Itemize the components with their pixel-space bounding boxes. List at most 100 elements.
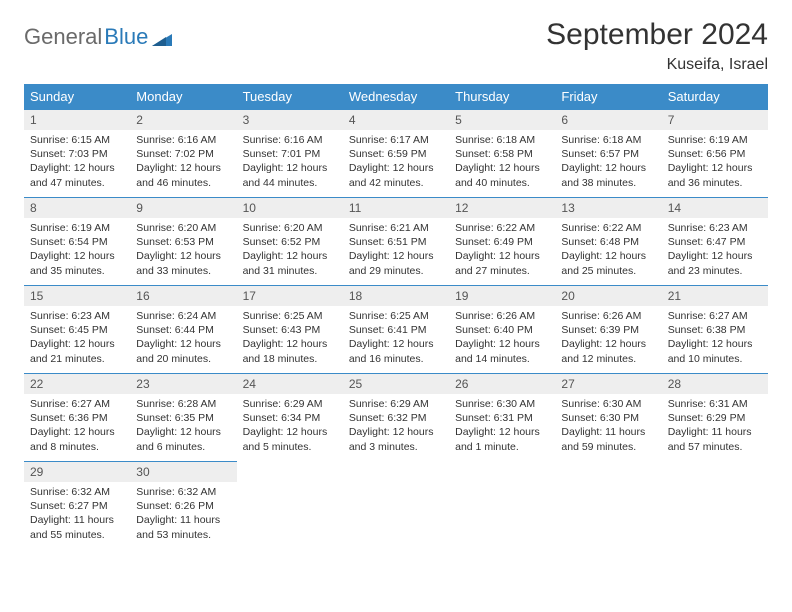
calendar-cell: 5Sunrise: 6:18 AMSunset: 6:58 PMDaylight… bbox=[449, 110, 555, 198]
day-number: 29 bbox=[24, 462, 130, 482]
calendar-cell: 3Sunrise: 6:16 AMSunset: 7:01 PMDaylight… bbox=[237, 110, 343, 198]
day-number: 22 bbox=[24, 374, 130, 394]
calendar-cell bbox=[343, 462, 449, 550]
day-detail: Sunrise: 6:32 AMSunset: 6:27 PMDaylight:… bbox=[24, 482, 130, 548]
day-detail: Sunrise: 6:32 AMSunset: 6:26 PMDaylight:… bbox=[130, 482, 236, 548]
day-detail: Sunrise: 6:19 AMSunset: 6:56 PMDaylight:… bbox=[662, 130, 768, 196]
month-title: September 2024 bbox=[546, 18, 768, 52]
day-detail: Sunrise: 6:31 AMSunset: 6:29 PMDaylight:… bbox=[662, 394, 768, 460]
day-detail: Sunrise: 6:22 AMSunset: 6:49 PMDaylight:… bbox=[449, 218, 555, 284]
day-number: 21 bbox=[662, 286, 768, 306]
day-number: 14 bbox=[662, 198, 768, 218]
day-detail: Sunrise: 6:16 AMSunset: 7:02 PMDaylight:… bbox=[130, 130, 236, 196]
day-detail: Sunrise: 6:23 AMSunset: 6:45 PMDaylight:… bbox=[24, 306, 130, 372]
day-number: 6 bbox=[555, 110, 661, 130]
title-block: September 2024 Kuseifa, Israel bbox=[546, 18, 768, 74]
day-number: 7 bbox=[662, 110, 768, 130]
brand-triangle-icon bbox=[152, 26, 172, 42]
day-number: 13 bbox=[555, 198, 661, 218]
day-detail: Sunrise: 6:26 AMSunset: 6:40 PMDaylight:… bbox=[449, 306, 555, 372]
day-detail: Sunrise: 6:23 AMSunset: 6:47 PMDaylight:… bbox=[662, 218, 768, 284]
calendar-cell: 29Sunrise: 6:32 AMSunset: 6:27 PMDayligh… bbox=[24, 462, 130, 550]
day-number: 10 bbox=[237, 198, 343, 218]
calendar-cell: 2Sunrise: 6:16 AMSunset: 7:02 PMDaylight… bbox=[130, 110, 236, 198]
day-number: 27 bbox=[555, 374, 661, 394]
day-number: 25 bbox=[343, 374, 449, 394]
weekday-header: Monday bbox=[130, 84, 236, 110]
calendar-cell: 14Sunrise: 6:23 AMSunset: 6:47 PMDayligh… bbox=[662, 198, 768, 286]
calendar-cell: 18Sunrise: 6:25 AMSunset: 6:41 PMDayligh… bbox=[343, 286, 449, 374]
calendar-cell: 6Sunrise: 6:18 AMSunset: 6:57 PMDaylight… bbox=[555, 110, 661, 198]
day-number: 2 bbox=[130, 110, 236, 130]
calendar-cell: 10Sunrise: 6:20 AMSunset: 6:52 PMDayligh… bbox=[237, 198, 343, 286]
day-number: 3 bbox=[237, 110, 343, 130]
day-number: 19 bbox=[449, 286, 555, 306]
day-detail: Sunrise: 6:19 AMSunset: 6:54 PMDaylight:… bbox=[24, 218, 130, 284]
calendar-cell bbox=[449, 462, 555, 550]
calendar-cell: 8Sunrise: 6:19 AMSunset: 6:54 PMDaylight… bbox=[24, 198, 130, 286]
calendar-cell: 11Sunrise: 6:21 AMSunset: 6:51 PMDayligh… bbox=[343, 198, 449, 286]
calendar-cell: 26Sunrise: 6:30 AMSunset: 6:31 PMDayligh… bbox=[449, 374, 555, 462]
day-number: 11 bbox=[343, 198, 449, 218]
day-detail: Sunrise: 6:29 AMSunset: 6:34 PMDaylight:… bbox=[237, 394, 343, 460]
calendar-cell: 9Sunrise: 6:20 AMSunset: 6:53 PMDaylight… bbox=[130, 198, 236, 286]
calendar-week-row: 8Sunrise: 6:19 AMSunset: 6:54 PMDaylight… bbox=[24, 198, 768, 286]
day-detail: Sunrise: 6:27 AMSunset: 6:38 PMDaylight:… bbox=[662, 306, 768, 372]
day-number: 18 bbox=[343, 286, 449, 306]
day-detail: Sunrise: 6:24 AMSunset: 6:44 PMDaylight:… bbox=[130, 306, 236, 372]
weekday-header: Saturday bbox=[662, 84, 768, 110]
calendar-cell: 21Sunrise: 6:27 AMSunset: 6:38 PMDayligh… bbox=[662, 286, 768, 374]
calendar-cell: 12Sunrise: 6:22 AMSunset: 6:49 PMDayligh… bbox=[449, 198, 555, 286]
day-detail: Sunrise: 6:25 AMSunset: 6:43 PMDaylight:… bbox=[237, 306, 343, 372]
day-number: 23 bbox=[130, 374, 236, 394]
calendar-cell: 4Sunrise: 6:17 AMSunset: 6:59 PMDaylight… bbox=[343, 110, 449, 198]
day-number: 28 bbox=[662, 374, 768, 394]
calendar-cell bbox=[662, 462, 768, 550]
day-detail: Sunrise: 6:21 AMSunset: 6:51 PMDaylight:… bbox=[343, 218, 449, 284]
day-detail: Sunrise: 6:26 AMSunset: 6:39 PMDaylight:… bbox=[555, 306, 661, 372]
weekday-header: Friday bbox=[555, 84, 661, 110]
brand-logo: GeneralBlue bbox=[24, 18, 172, 50]
day-detail: Sunrise: 6:29 AMSunset: 6:32 PMDaylight:… bbox=[343, 394, 449, 460]
calendar-week-row: 15Sunrise: 6:23 AMSunset: 6:45 PMDayligh… bbox=[24, 286, 768, 374]
day-number: 24 bbox=[237, 374, 343, 394]
calendar-cell: 28Sunrise: 6:31 AMSunset: 6:29 PMDayligh… bbox=[662, 374, 768, 462]
calendar-cell: 15Sunrise: 6:23 AMSunset: 6:45 PMDayligh… bbox=[24, 286, 130, 374]
day-detail: Sunrise: 6:15 AMSunset: 7:03 PMDaylight:… bbox=[24, 130, 130, 196]
day-number: 8 bbox=[24, 198, 130, 218]
calendar-table: SundayMondayTuesdayWednesdayThursdayFrid… bbox=[24, 84, 768, 550]
location-label: Kuseifa, Israel bbox=[546, 56, 768, 74]
calendar-week-row: 22Sunrise: 6:27 AMSunset: 6:36 PMDayligh… bbox=[24, 374, 768, 462]
day-detail: Sunrise: 6:30 AMSunset: 6:30 PMDaylight:… bbox=[555, 394, 661, 460]
day-detail: Sunrise: 6:30 AMSunset: 6:31 PMDaylight:… bbox=[449, 394, 555, 460]
calendar-cell: 30Sunrise: 6:32 AMSunset: 6:26 PMDayligh… bbox=[130, 462, 236, 550]
day-number: 26 bbox=[449, 374, 555, 394]
day-number: 12 bbox=[449, 198, 555, 218]
day-detail: Sunrise: 6:18 AMSunset: 6:58 PMDaylight:… bbox=[449, 130, 555, 196]
calendar-cell: 20Sunrise: 6:26 AMSunset: 6:39 PMDayligh… bbox=[555, 286, 661, 374]
weekday-header: Wednesday bbox=[343, 84, 449, 110]
calendar-cell: 19Sunrise: 6:26 AMSunset: 6:40 PMDayligh… bbox=[449, 286, 555, 374]
day-number: 5 bbox=[449, 110, 555, 130]
day-number: 1 bbox=[24, 110, 130, 130]
calendar-cell: 16Sunrise: 6:24 AMSunset: 6:44 PMDayligh… bbox=[130, 286, 236, 374]
calendar-cell bbox=[237, 462, 343, 550]
day-detail: Sunrise: 6:28 AMSunset: 6:35 PMDaylight:… bbox=[130, 394, 236, 460]
day-detail: Sunrise: 6:17 AMSunset: 6:59 PMDaylight:… bbox=[343, 130, 449, 196]
calendar-body: 1Sunrise: 6:15 AMSunset: 7:03 PMDaylight… bbox=[24, 110, 768, 550]
calendar-cell: 17Sunrise: 6:25 AMSunset: 6:43 PMDayligh… bbox=[237, 286, 343, 374]
day-number: 9 bbox=[130, 198, 236, 218]
day-number: 16 bbox=[130, 286, 236, 306]
calendar-week-row: 1Sunrise: 6:15 AMSunset: 7:03 PMDaylight… bbox=[24, 110, 768, 198]
calendar-cell: 22Sunrise: 6:27 AMSunset: 6:36 PMDayligh… bbox=[24, 374, 130, 462]
calendar-cell: 13Sunrise: 6:22 AMSunset: 6:48 PMDayligh… bbox=[555, 198, 661, 286]
day-detail: Sunrise: 6:20 AMSunset: 6:53 PMDaylight:… bbox=[130, 218, 236, 284]
calendar-cell: 27Sunrise: 6:30 AMSunset: 6:30 PMDayligh… bbox=[555, 374, 661, 462]
day-number: 30 bbox=[130, 462, 236, 482]
day-detail: Sunrise: 6:20 AMSunset: 6:52 PMDaylight:… bbox=[237, 218, 343, 284]
weekday-header: Sunday bbox=[24, 84, 130, 110]
weekday-header: Thursday bbox=[449, 84, 555, 110]
calendar-cell: 1Sunrise: 6:15 AMSunset: 7:03 PMDaylight… bbox=[24, 110, 130, 198]
brand-text-2: Blue bbox=[104, 24, 148, 50]
day-number: 17 bbox=[237, 286, 343, 306]
